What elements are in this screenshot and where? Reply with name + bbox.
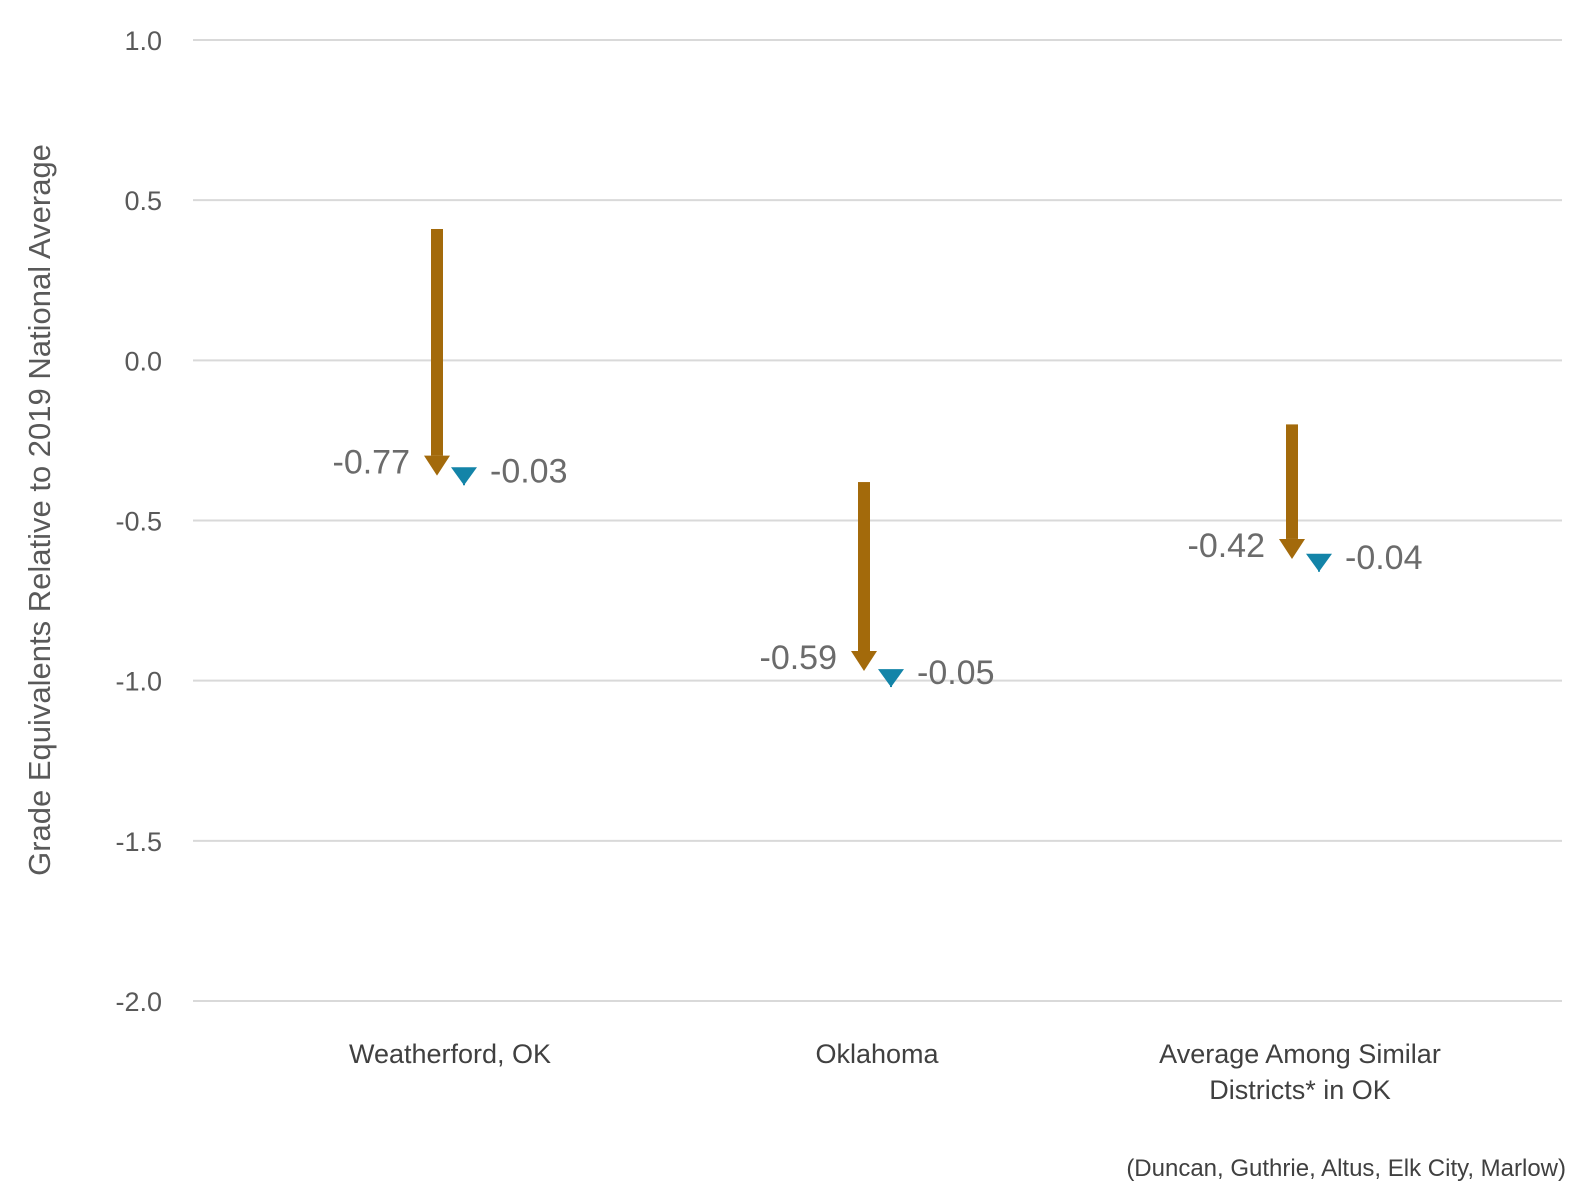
data-marks: -0.77 -0.03 -0.59 -0.05 -0.42 -0.04 (333, 228, 1423, 692)
secondary-arrow-head (451, 467, 477, 486)
y-tick-label: -1.0 (115, 667, 162, 697)
y-tick-label: 0.5 (124, 186, 162, 216)
y-tick-label: -2.0 (115, 987, 162, 1017)
secondary-arrow-head (878, 669, 904, 688)
second-change-label: -0.04 (1345, 539, 1423, 577)
y-axis-label: Grade Equivalents Relative to 2019 Natio… (22, 144, 57, 876)
second-change-label: -0.05 (917, 654, 995, 692)
y-tick-label: 1.0 (124, 26, 162, 56)
primary-arrow-head (851, 651, 877, 672)
y-tick-label: -0.5 (115, 507, 162, 537)
y-tick-label: -1.5 (115, 827, 162, 857)
y-tick-label: 0.0 (124, 346, 162, 376)
change-label: -0.77 (333, 444, 411, 482)
second-change-label: -0.03 (490, 452, 568, 490)
primary-arrow-shaft (858, 482, 870, 652)
secondary-arrow-head (1306, 553, 1332, 572)
primary-arrow-head (1279, 538, 1305, 559)
x-axis-categories: Weatherford, OK Oklahoma Average Among Sim… (349, 1039, 1441, 1105)
primary-arrow-head (424, 455, 450, 476)
category-label: Average Among Similar (1159, 1039, 1441, 1069)
change-label: -0.59 (760, 639, 838, 677)
category-label: Weatherford, OK (349, 1039, 551, 1069)
category-label: Oklahoma (815, 1039, 939, 1069)
footnote: (Duncan, Guthrie, Altus, Elk City, Marlo… (1126, 1155, 1566, 1182)
gridlines (193, 39, 1562, 1002)
primary-arrow-shaft (431, 228, 443, 456)
category-label: Districts* in OK (1209, 1075, 1391, 1105)
y-axis-ticks: 1.0 0.5 0.0 -0.5 -1.0 -1.5 -2.0 (115, 26, 162, 1017)
change-label: -0.42 (1188, 527, 1266, 565)
primary-arrow-shaft (1286, 424, 1298, 539)
